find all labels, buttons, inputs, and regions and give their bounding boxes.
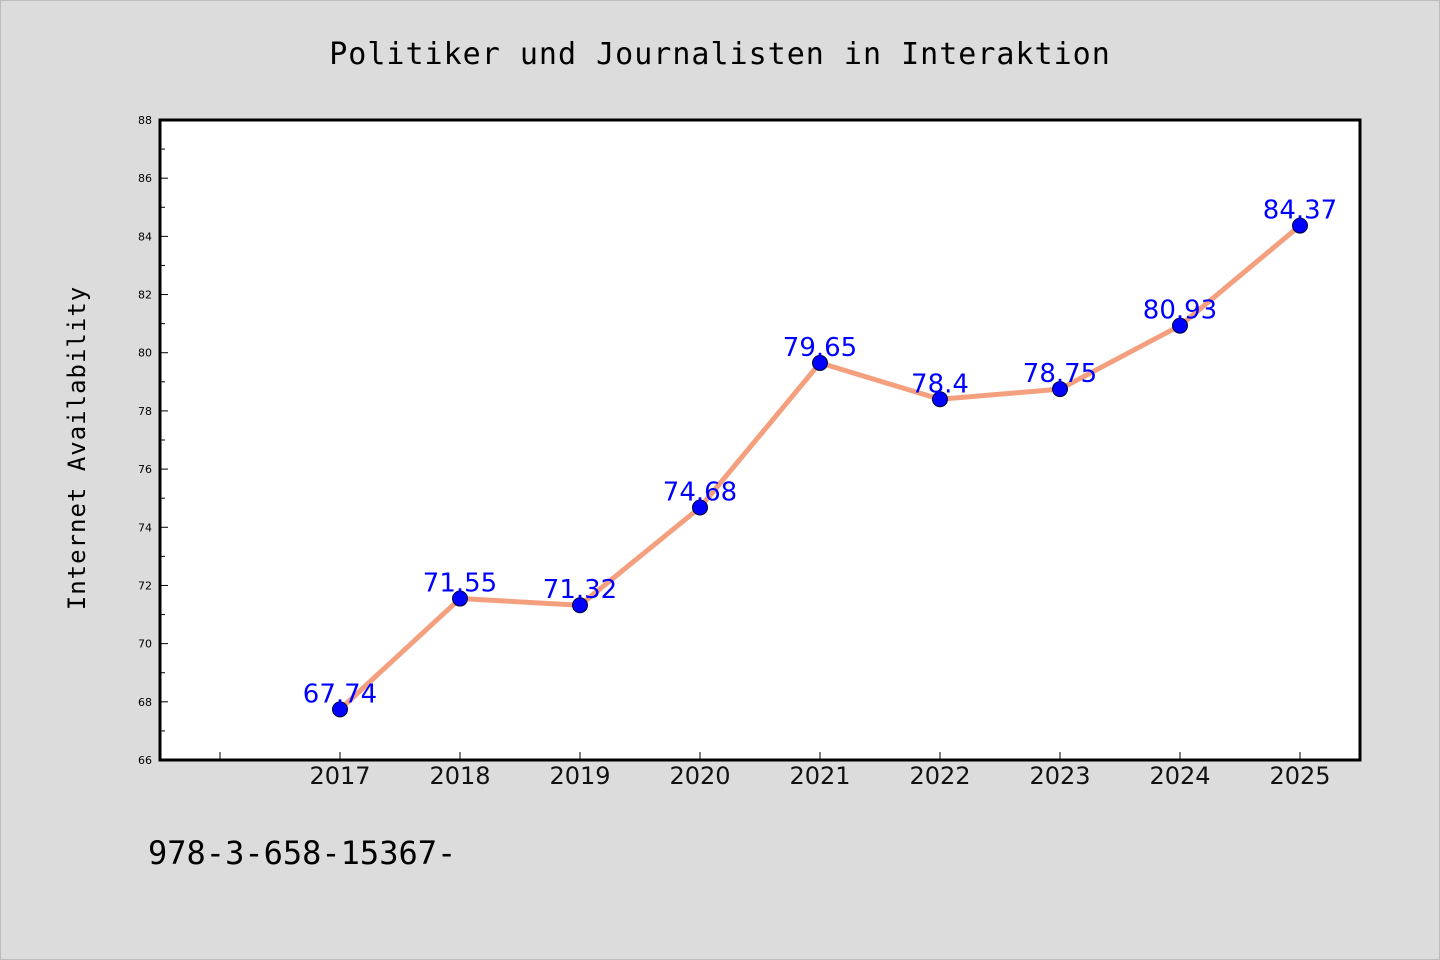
data-value-label: 67.74	[303, 679, 377, 709]
y-tick-label: 68	[138, 696, 152, 709]
data-value-label: 74.68	[663, 477, 737, 507]
axis-ticks: 66 68 70 72 74 76 78 80 82 84 86 88 2017 2018 2019 2020…	[138, 114, 1331, 790]
x-tick-label: 2023	[1029, 762, 1090, 790]
y-tick-label: 66	[138, 754, 152, 767]
y-axis-label: Internet Availability	[63, 286, 91, 610]
chart-title: Politiker und Journalisten in Interaktio…	[329, 37, 1111, 72]
y-tick-label: 72	[138, 579, 152, 592]
y-tick-label: 88	[138, 114, 152, 127]
y-tick-label: 76	[138, 463, 152, 476]
data-point-marker	[1292, 217, 1308, 234]
x-tick-label: 2022	[909, 762, 970, 790]
data-point-marker	[332, 701, 348, 718]
x-tick-label: 2020	[669, 762, 730, 790]
data-point-marker	[812, 354, 828, 371]
data-value-label: 80.93	[1143, 296, 1217, 326]
data-value-label: 84.37	[1263, 196, 1337, 226]
plot-area	[158, 118, 1362, 762]
data-value-label: 78.75	[1023, 359, 1097, 389]
data-point-marker	[452, 590, 468, 607]
y-tick-label: 86	[138, 172, 152, 185]
data-point-marker	[572, 597, 588, 614]
x-tick-label: 2024	[1149, 762, 1210, 790]
data-labels: 67.74 71.55 71.32 74.68 79.65 78.4 78.75 80.93 8…	[303, 196, 1337, 710]
data-value-label: 78.4	[911, 369, 969, 399]
x-tick-label: 2018	[429, 762, 490, 790]
series-layer	[332, 217, 1308, 718]
data-value-label: 79.65	[783, 333, 857, 363]
x-tick-label: 2021	[789, 762, 850, 790]
footnote-isbn: 978-3-658-15367-	[148, 834, 456, 872]
y-tick-label: 82	[138, 289, 152, 302]
x-tick-label: 2017	[309, 762, 370, 790]
y-tick-label: 70	[138, 638, 152, 651]
data-point-marker	[1172, 317, 1188, 334]
y-tick-label: 84	[138, 230, 152, 243]
y-tick-label: 78	[138, 405, 152, 418]
data-point-marker	[1052, 381, 1068, 398]
y-tick-label: 74	[138, 521, 152, 534]
y-tick-label: 80	[138, 347, 152, 360]
data-point-marker	[692, 499, 708, 516]
data-point-marker	[932, 391, 948, 408]
x-tick-label: 2025	[1269, 762, 1330, 790]
data-value-label: 71.55	[423, 569, 497, 599]
x-tick-label: 2019	[549, 762, 610, 790]
data-value-label: 71.32	[543, 575, 617, 605]
